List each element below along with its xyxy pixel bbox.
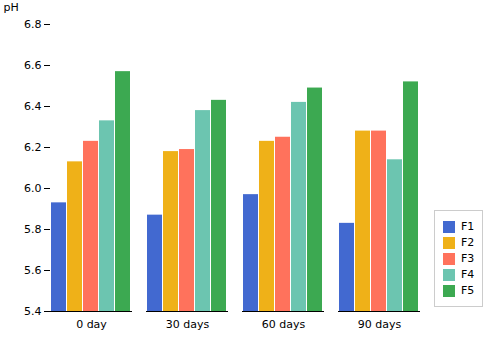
html-text:F3: F3 (461, 252, 475, 265)
html-text:F2: F2 (461, 236, 475, 249)
svg-text:6.8: 6.8 (24, 18, 42, 31)
svg-text:30 days: 30 days (166, 318, 210, 331)
svg-text:0 day: 0 day (76, 318, 107, 331)
html-text:F1: F1 (461, 220, 475, 233)
svg-text:60 days: 60 days (262, 318, 306, 331)
svg-text:6.4: 6.4 (24, 100, 42, 113)
svg-text:6.2: 6.2 (24, 141, 42, 154)
svg-text:5.6: 5.6 (24, 264, 42, 277)
svg-text:5.8: 5.8 (24, 223, 42, 236)
svg-text:6.6: 6.6 (24, 59, 42, 72)
svg-text:90 days: 90 days (358, 318, 402, 331)
html-text:F5: F5 (461, 284, 475, 297)
svg-text:6.0: 6.0 (24, 182, 42, 195)
html-text:F4: F4 (461, 268, 475, 281)
svg-text:5.4: 5.4 (24, 305, 42, 318)
svg-text:pH: pH (4, 1, 19, 14)
